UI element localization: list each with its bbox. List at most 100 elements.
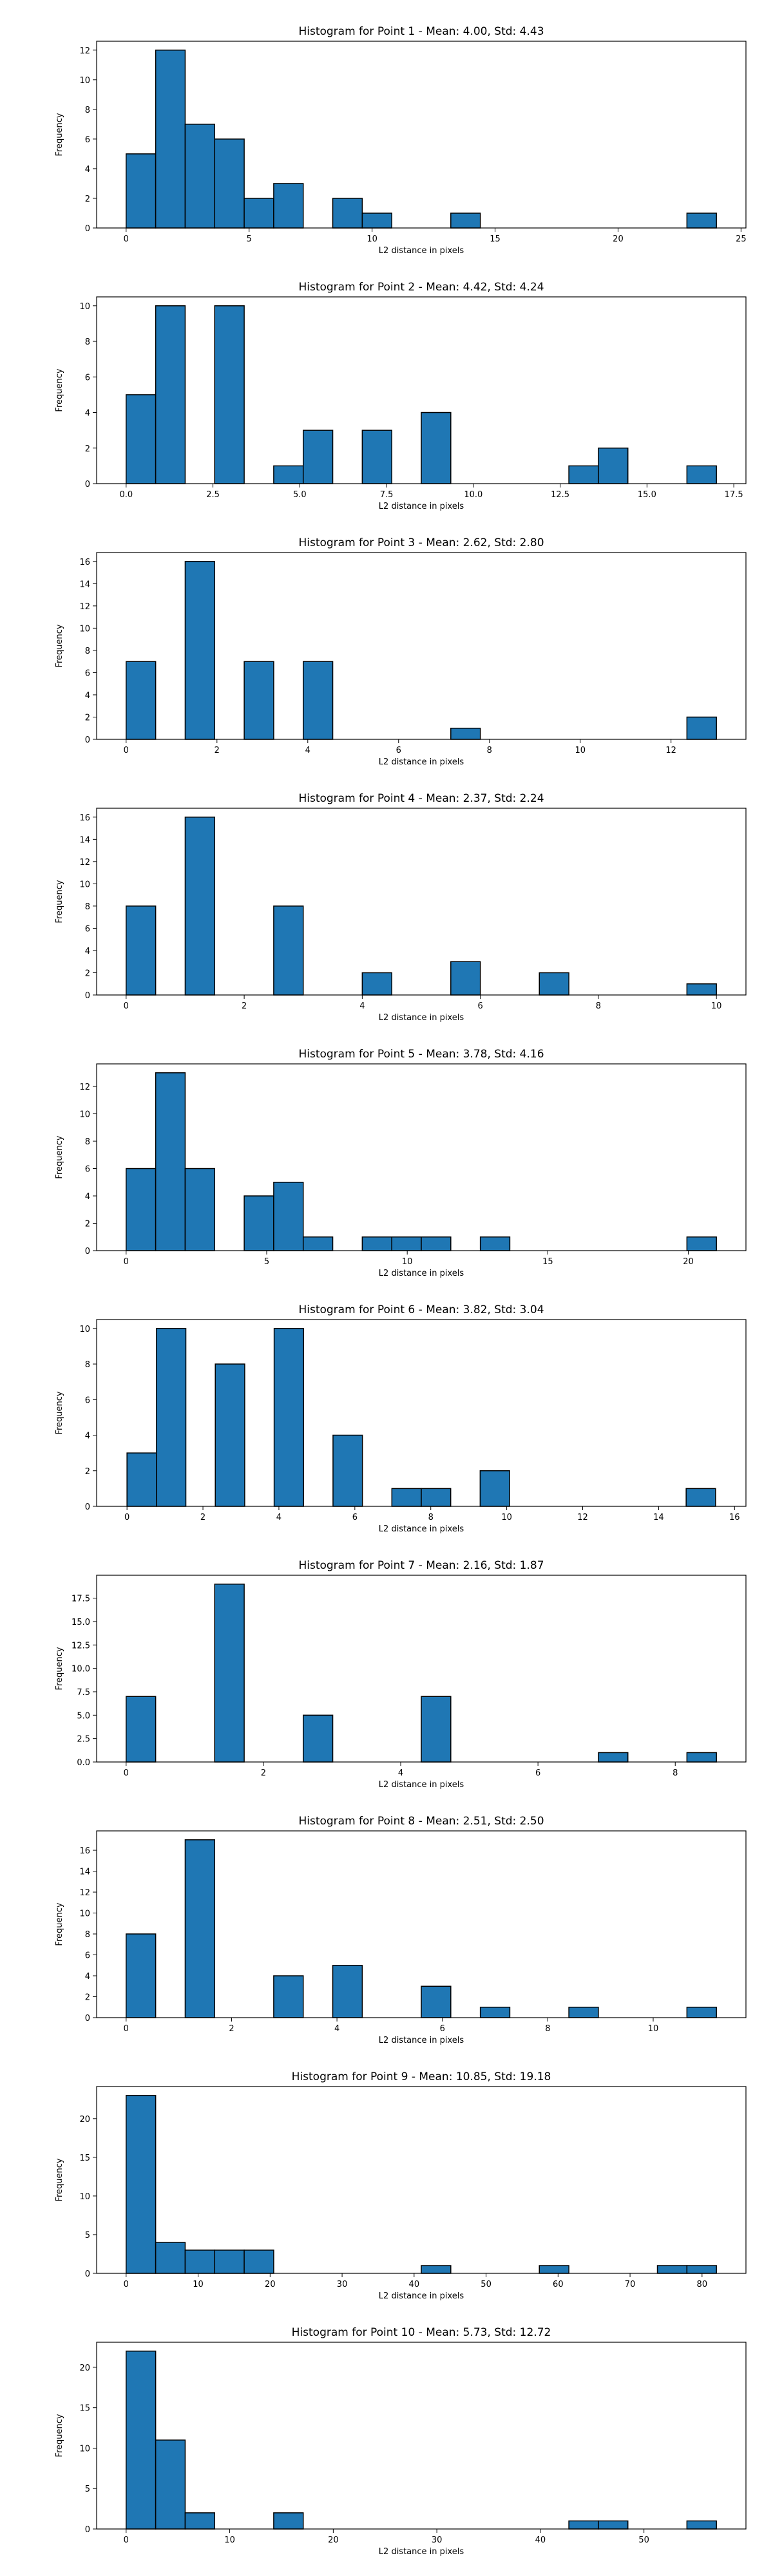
y-tick-label: 5 [85,2231,90,2240]
histogram-bar [214,305,245,484]
y-tick-label: 0 [85,991,90,1001]
x-tick-label: 17.5 [725,490,743,500]
x-tick-label: 5 [247,234,252,244]
histogram-bar [184,1839,216,2018]
x-tick-label: 5 [264,1257,269,1267]
axes-frame [96,1319,747,1507]
histogram-bar [184,124,216,229]
x-tick-label: 8 [673,1768,678,1778]
x-tick-label: 0 [124,1001,129,1011]
histogram-bar [598,1752,629,1763]
y-tick-label: 0 [85,1247,90,1256]
y-tick-label: 14 [79,835,90,845]
histogram-bar [479,1236,511,1251]
x-tick-label: 12 [577,1513,588,1522]
x-tick-label: 7.5 [380,490,394,500]
histogram-bar [686,983,717,996]
y-tick-label: 8 [85,902,90,912]
y-tick-label: 6 [85,1951,90,1961]
histogram-panel-4: Histogram for Point 4 - Mean: 2.37, Std:… [55,792,747,1023]
y-tick-label: 10 [79,2444,90,2454]
bars [126,1328,716,1507]
y-tick-label: 10 [79,76,90,86]
y-tick-label: 10 [79,1909,90,1919]
histogram-bar [686,213,717,229]
histogram-bar [361,972,392,996]
x-axis-label: L2 distance in pixels [379,1013,464,1023]
histogram-bar [126,153,157,229]
histogram-bar [421,1696,452,1763]
x-axis-label: L2 distance in pixels [379,1780,464,1790]
y-tick-label: 6 [85,373,90,383]
chart-title: Histogram for Point 8 - Mean: 2.51, Std:… [298,1815,544,1828]
chart-title: Histogram for Point 7 - Mean: 2.16, Std:… [298,1559,544,1572]
histogram-bar [155,50,186,229]
x-tick-label: 8 [487,746,492,755]
y-tick-label: 14 [79,580,90,589]
y-tick-label: 10 [79,302,90,312]
histogram-bar [686,1236,717,1251]
x-tick-label: 4 [276,1513,282,1522]
x-tick-label: 15 [490,234,501,244]
y-tick-label: 10.0 [72,1665,90,1674]
histogram-bar [391,1488,422,1507]
x-tick-label: 0 [124,234,129,244]
histogram-bar [568,465,599,484]
histogram-bar [361,213,392,229]
y-tick-label: 8 [85,1930,90,1940]
x-tick-label: 6 [440,2024,445,2034]
y-tick-label: 15 [79,2154,90,2163]
x-tick-label: 0.0 [119,490,133,500]
chart-title: Histogram for Point 3 - Mean: 2.62, Std:… [298,536,544,549]
histogram-panel-1: Histogram for Point 1 - Mean: 4.00, Std:… [55,25,747,256]
x-tick-label: 20 [613,234,624,244]
histogram-bar [184,817,216,996]
x-tick-label: 2 [242,1001,247,1011]
histogram-bar [332,1965,363,2018]
histogram-bar [686,716,717,740]
y-tick-label: 16 [79,558,90,567]
x-axis-label: L2 distance in pixels [379,2291,464,2301]
y-tick-label: 0 [85,735,90,745]
histogram-bar [243,198,274,229]
x-tick-label: 80 [697,2280,708,2289]
histogram-bar [479,1470,510,1507]
axes-frame [96,296,747,484]
y-tick-label: 15 [79,2404,90,2414]
y-tick-label: 14 [79,1868,90,1877]
y-tick-label: 6 [85,1396,90,1405]
axes-frame [96,2342,747,2530]
axes-frame [96,808,747,996]
histogram-bar [273,183,304,229]
y-tick-label: 8 [85,1137,90,1147]
chart-title: Histogram for Point 2 - Mean: 4.42, Std:… [298,281,544,294]
x-tick-label: 6 [535,1768,540,1778]
histogram-panel-8: Histogram for Point 8 - Mean: 2.51, Std:… [55,1815,747,2045]
bars [126,2351,717,2530]
y-tick-label: 2 [85,444,90,454]
histogram-bar [243,1195,274,1251]
histogram-bar [539,972,569,996]
y-tick-label: 12 [79,46,90,56]
histogram-bar [686,2265,717,2274]
y-axis-label: Frequency [55,113,64,156]
y-tick-label: 0.0 [77,1758,90,1768]
y-axis-label: Frequency [55,1647,64,1690]
histogram-bar [273,465,304,484]
histogram-bar [332,1434,363,1507]
histogram-bar [685,1488,716,1507]
x-tick-label: 0 [124,1257,129,1267]
histogram-bar [126,905,157,996]
y-tick-label: 10 [79,624,90,634]
y-axis-label: Frequency [55,1902,64,1946]
y-tick-label: 6 [85,668,90,678]
chart-title: Histogram for Point 6 - Mean: 3.82, Std:… [298,1303,544,1316]
y-tick-label: 12 [79,858,90,867]
x-tick-label: 40 [535,2535,546,2545]
bars [126,50,717,229]
y-tick-label: 5.0 [77,1711,90,1721]
x-tick-label: 10 [367,234,377,244]
x-tick-label: 10 [501,1513,512,1522]
axes-frame [96,1063,747,1251]
y-tick-label: 0 [85,2525,90,2535]
